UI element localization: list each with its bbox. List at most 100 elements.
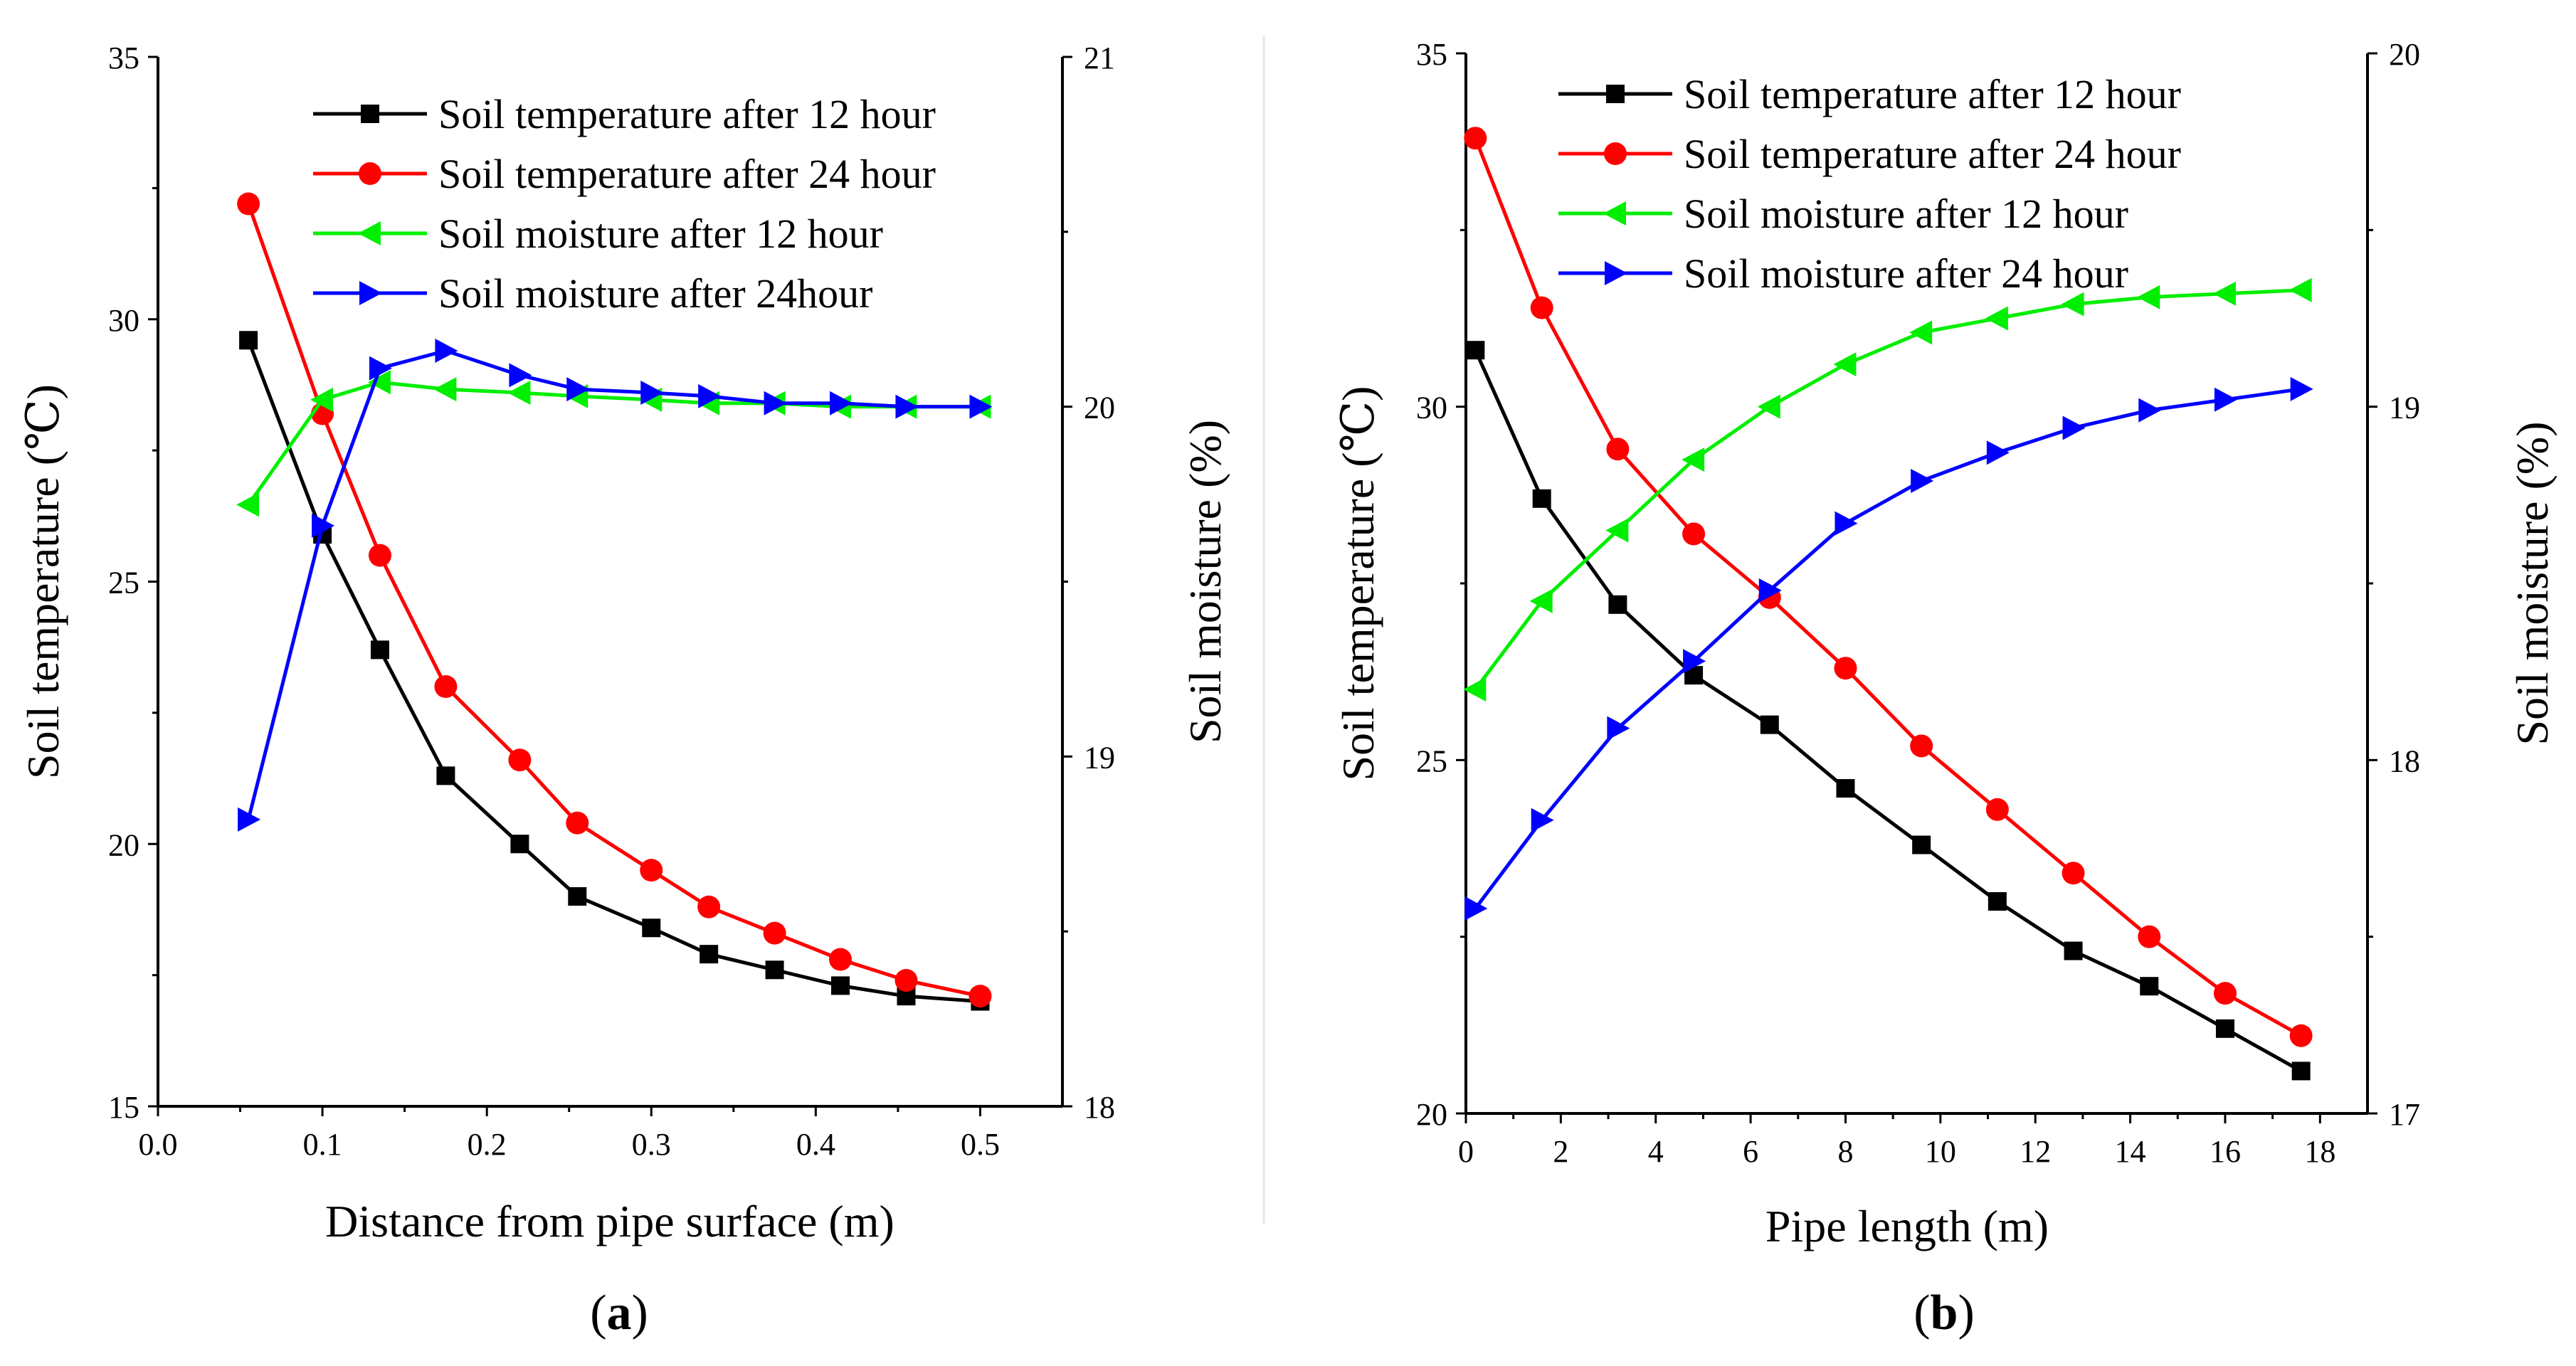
data-point — [700, 945, 719, 964]
data-point — [239, 331, 258, 350]
series-line — [1474, 288, 2301, 691]
chart-a: 0.0 0.1 0.2 0.3 0.4 0.5 15 20 25 30 35 18 19 20 21 Dist… — [18, 41, 1230, 1246]
y2-tick-label: 19 — [2389, 391, 2420, 425]
data-point — [2290, 376, 2313, 401]
x-tick-label: 10 — [1925, 1134, 1956, 1169]
data-point — [369, 356, 392, 381]
data-point — [434, 675, 458, 698]
data-point — [1606, 438, 1630, 461]
y-tick-label: 25 — [1416, 743, 1447, 778]
legend-marker — [1603, 201, 1626, 226]
data-point — [829, 948, 852, 971]
x-tick-label: 0.3 — [632, 1127, 671, 1162]
legend-label: Soil moisture after 12 hour — [1684, 191, 2128, 237]
y-tick-label: 25 — [108, 566, 139, 600]
data-point — [1683, 649, 1706, 674]
x-tick-label: 2 — [1553, 1134, 1568, 1169]
data-point — [1986, 440, 2010, 465]
y-axis-label: Soil temperature (℃) — [1333, 386, 1383, 781]
data-point — [765, 960, 784, 980]
data-point — [763, 921, 786, 945]
x-tick-label: 0.0 — [139, 1127, 178, 1162]
data-point — [1608, 595, 1627, 614]
legend-marker — [361, 105, 379, 123]
data-point — [2062, 415, 2086, 440]
series-line — [246, 349, 981, 820]
x-tick-label: 18 — [2304, 1134, 2335, 1169]
data-point — [640, 859, 663, 882]
y-tick-label: 35 — [108, 41, 139, 75]
series-line — [246, 339, 981, 1003]
data-point — [2213, 982, 2237, 1005]
legend-marker — [1606, 85, 1625, 103]
y-tick-label: 20 — [108, 827, 139, 862]
legend-marker — [358, 221, 381, 245]
series-line — [246, 203, 981, 998]
data-point — [1758, 578, 1782, 603]
data-point — [507, 381, 531, 405]
data-point — [2062, 862, 2085, 885]
data-point — [1682, 522, 1706, 546]
data-point — [1909, 320, 1933, 345]
data-point — [640, 381, 664, 405]
y-axis-label: Soil temperature (℃) — [18, 384, 68, 779]
data-point — [2212, 281, 2236, 306]
y2-tick-label: 21 — [1084, 41, 1115, 75]
y2-tick-label: 20 — [2389, 37, 2420, 72]
series-line — [247, 380, 981, 506]
data-point — [1833, 352, 1857, 377]
x-tick-label: 0.5 — [961, 1127, 1000, 1162]
data-point — [510, 835, 529, 854]
data-point — [2291, 1061, 2311, 1081]
data-point — [568, 887, 587, 906]
data-point — [698, 383, 722, 408]
x-tick-label: 0.2 — [468, 1127, 507, 1162]
data-point — [1605, 518, 1629, 543]
legend-label: Soil moisture after 12 hour — [438, 211, 883, 257]
y2-tick-label: 19 — [1084, 740, 1115, 775]
x-tick-label: 14 — [2115, 1134, 2146, 1169]
data-point — [831, 976, 850, 995]
data-point — [1760, 715, 1779, 734]
data-point — [2289, 277, 2312, 302]
data-point — [1464, 896, 1488, 921]
data-point — [968, 985, 992, 1008]
series-line — [1474, 349, 2302, 1073]
data-point — [1463, 677, 1487, 701]
legend-label: Soil temperature after 24 hour — [438, 151, 936, 197]
y2-tick-label: 18 — [1084, 1090, 1115, 1125]
y-tick-label: 30 — [108, 303, 139, 338]
x-tick-label: 0.4 — [796, 1127, 835, 1162]
y2-tick-label: 20 — [1084, 391, 1115, 425]
data-point — [310, 387, 334, 412]
data-point — [435, 339, 458, 363]
data-point — [1985, 798, 2009, 821]
data-point — [509, 363, 532, 388]
data-point — [1911, 468, 1934, 493]
data-point — [1607, 716, 1630, 741]
data-point — [2061, 292, 2084, 317]
y2-tick-label: 18 — [2389, 743, 2420, 778]
data-point — [436, 766, 455, 785]
data-point — [764, 391, 787, 415]
x-tick-label: 0 — [1458, 1134, 1474, 1169]
legend-marker — [359, 162, 381, 185]
data-point — [368, 544, 391, 567]
data-point — [433, 377, 457, 402]
data-point — [642, 918, 661, 938]
x-tick-label: 0.1 — [303, 1127, 342, 1162]
data-point — [2138, 925, 2161, 948]
legend-label: Soil moisture after 24hour — [438, 270, 873, 317]
data-point — [367, 370, 391, 395]
data-point — [894, 969, 918, 992]
data-point — [2215, 1019, 2234, 1038]
x-axis-label: Pipe length (m) — [1765, 1201, 2049, 1251]
legend-marker — [359, 281, 382, 305]
x-tick-label: 16 — [2210, 1134, 2241, 1169]
data-point — [2064, 941, 2083, 960]
data-point — [1530, 296, 1553, 319]
data-point — [1988, 892, 2007, 911]
data-point — [508, 748, 532, 772]
data-point — [1834, 657, 1857, 680]
